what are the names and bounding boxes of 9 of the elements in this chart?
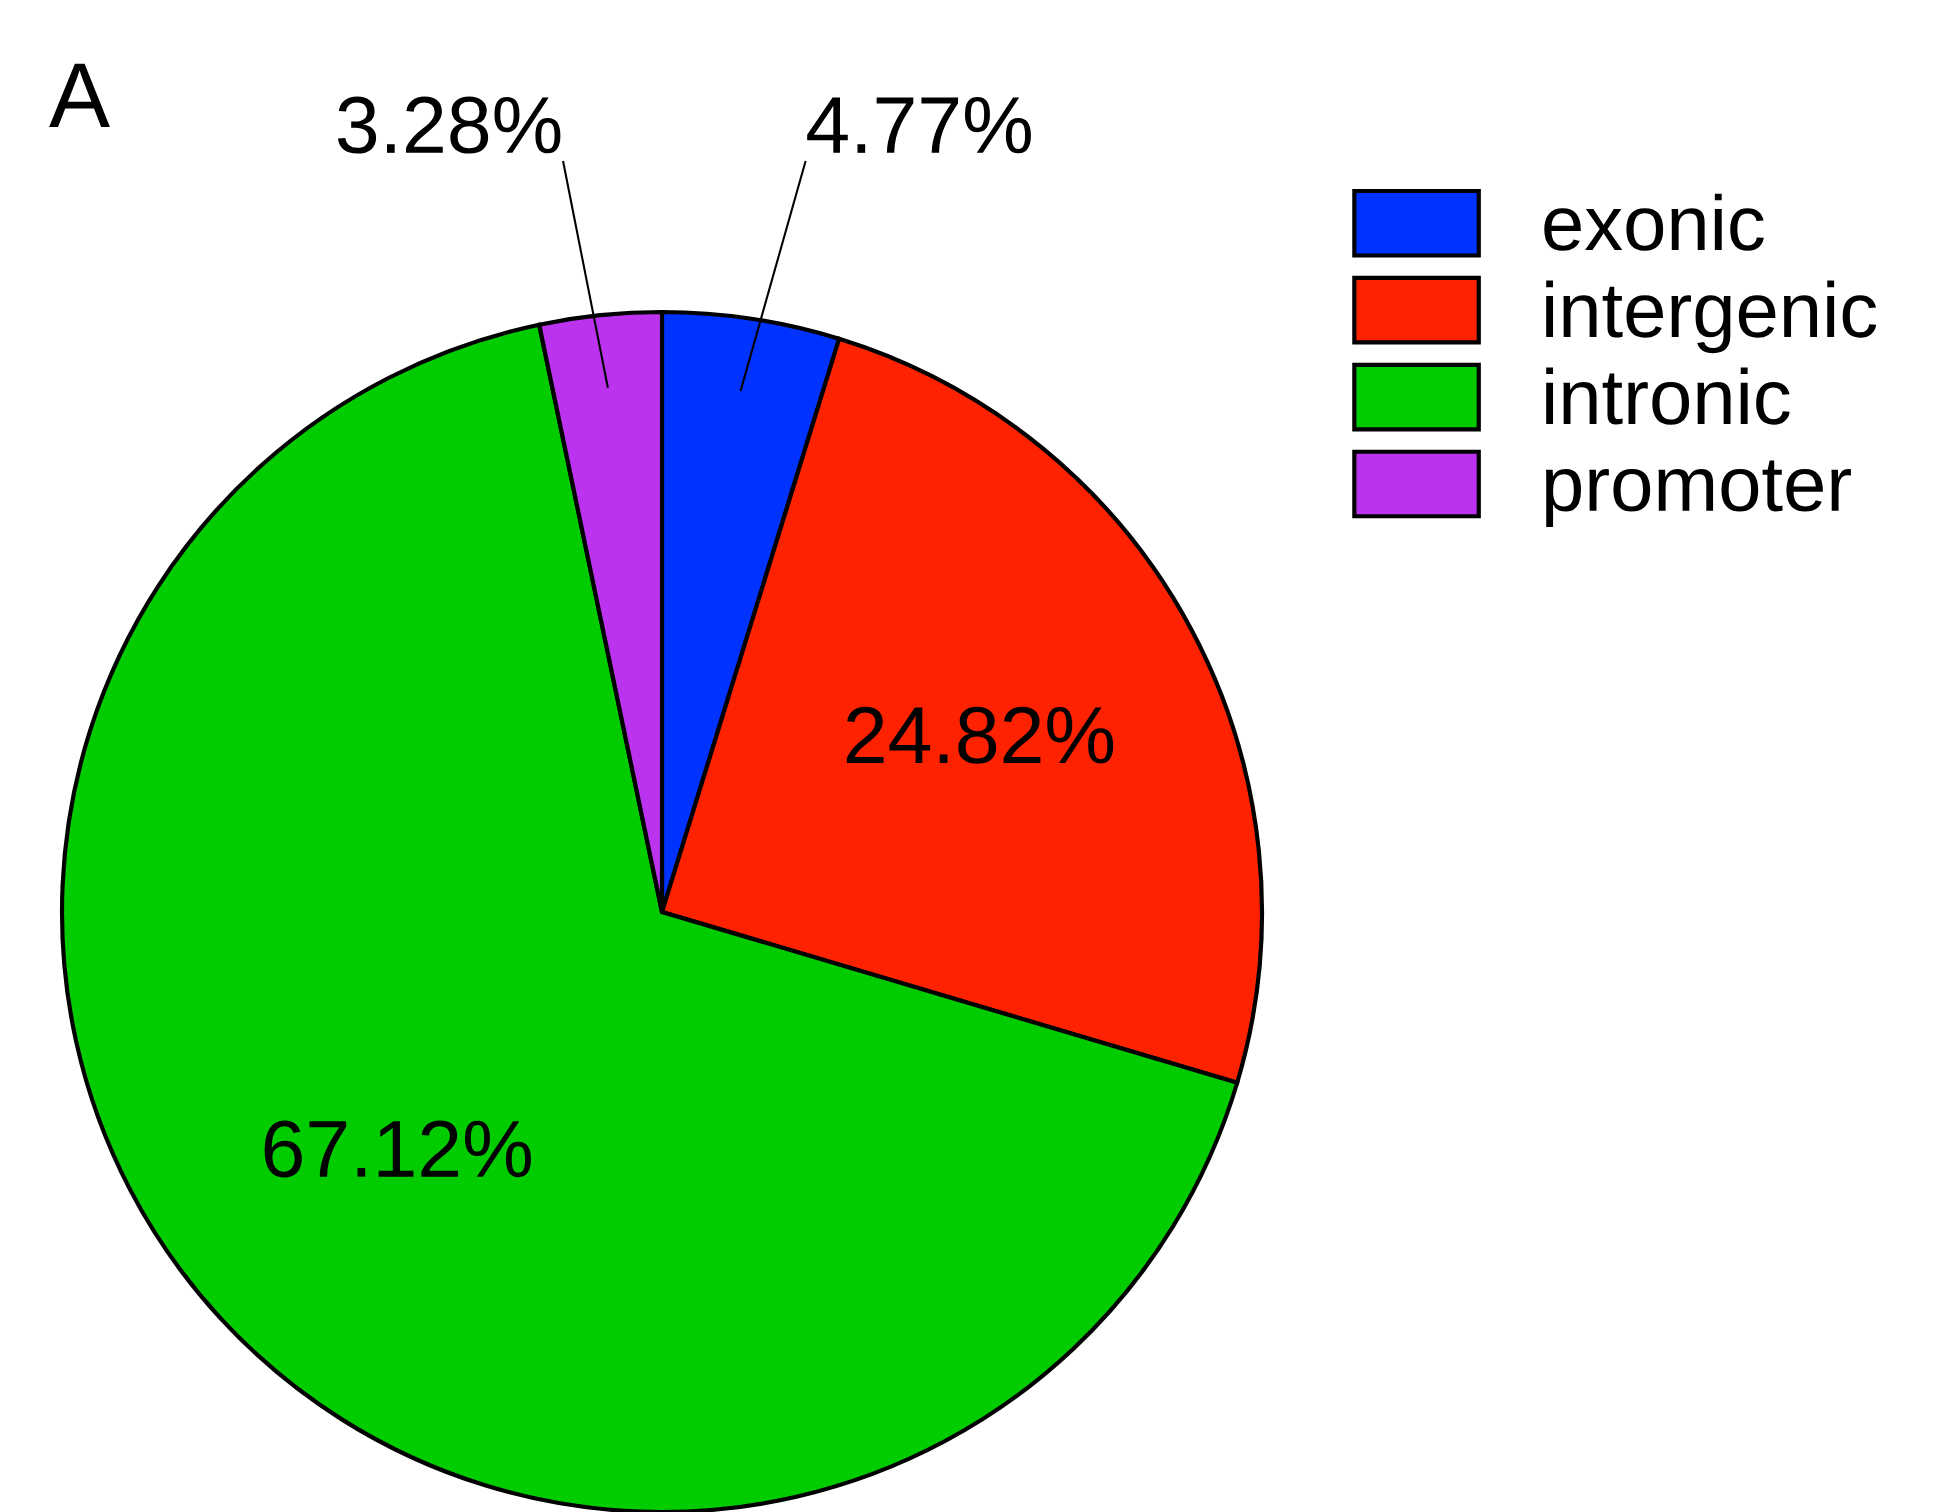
- data-label: 67.12%: [264, 1120, 531, 1178]
- legend-label: intergenic: [1546, 280, 1877, 354]
- legend-label: intronic: [1546, 367, 1790, 425]
- data-label: 24.82%: [846, 706, 1114, 764]
- data-label: 3.28%: [337, 96, 561, 154]
- legend-label: promoter: [1546, 460, 1851, 527]
- text: A: [49, 63, 110, 127]
- data-label: 4.77%: [807, 96, 1031, 154]
- legend-label: exonic: [1544, 193, 1764, 251]
